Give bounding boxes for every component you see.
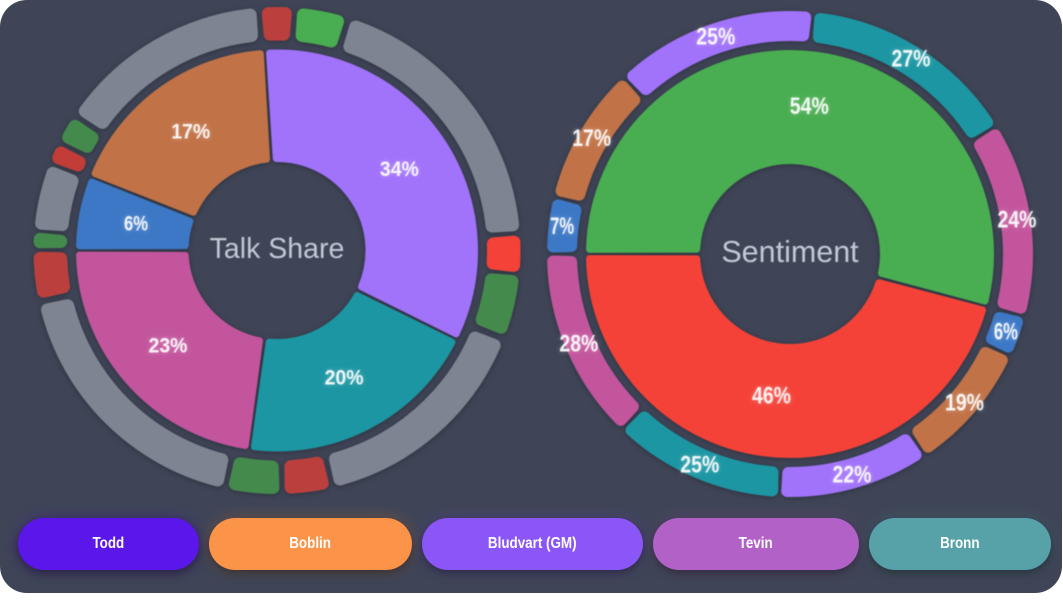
- svg-text:19%: 19%: [945, 390, 984, 417]
- svg-text:Talk Share: Talk Share: [210, 233, 345, 265]
- svg-text:22%: 22%: [833, 462, 872, 489]
- svg-text:Sentiment: Sentiment: [721, 235, 859, 269]
- svg-text:17%: 17%: [572, 125, 611, 152]
- svg-text:17%: 17%: [171, 120, 210, 144]
- svg-text:25%: 25%: [696, 23, 735, 50]
- svg-text:20%: 20%: [325, 365, 364, 389]
- svg-text:46%: 46%: [752, 382, 791, 409]
- svg-text:54%: 54%: [790, 93, 829, 120]
- svg-text:34%: 34%: [380, 157, 419, 181]
- svg-text:6%: 6%: [994, 318, 1018, 345]
- svg-text:27%: 27%: [892, 46, 931, 73]
- svg-text:25%: 25%: [680, 452, 719, 479]
- svg-text:7%: 7%: [550, 213, 574, 240]
- svg-text:28%: 28%: [559, 331, 598, 358]
- svg-text:24%: 24%: [998, 207, 1037, 234]
- svg-text:23%: 23%: [149, 333, 188, 357]
- svg-text:6%: 6%: [124, 212, 148, 236]
